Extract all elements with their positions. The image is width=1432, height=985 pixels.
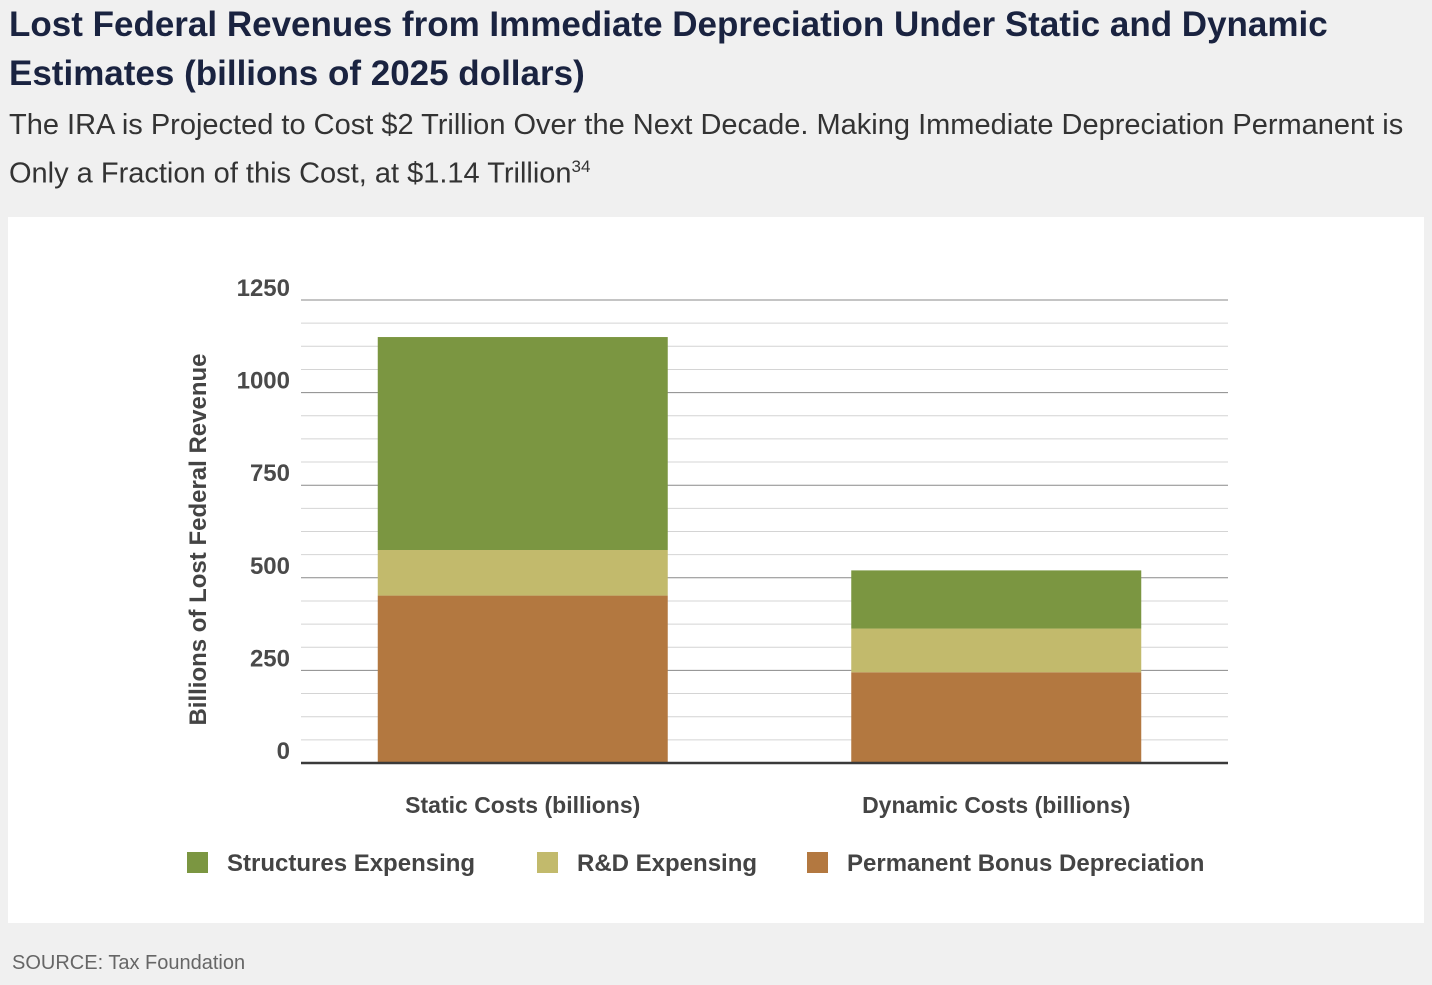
source-note: SOURCE: Tax Foundation [12,952,246,974]
bar-segment [377,550,668,596]
bar-segment [851,672,1142,763]
bar-segment [377,337,668,551]
bar-segment [377,595,668,763]
y-tick-label: 1000 [237,368,290,395]
stacked-bar-chart: 0 250 500 750 1000 1250 Static Costs (billions… [185,275,1228,877]
legend-swatch [537,852,558,873]
y-tick-label: 750 [250,460,290,487]
axis-layer: 0 250 500 750 1000 1250 Static Costs (billions… [185,275,1228,818]
chart-subtitle: The IRA is Projected to Cost $2 Trillion… [9,104,1409,195]
chart-title: Lost Federal Revenues from Immediate Dep… [9,5,1328,93]
legend-label: Permanent Bonus Depreciation [847,850,1204,877]
y-tick-label: 1250 [237,275,290,302]
y-tick-label: 0 [277,738,290,765]
legend-layer: Structures Expensing R&D Expensing Permane… [187,850,1204,877]
legend-swatch [187,852,208,873]
legend-label: Structures Expensing [227,850,475,877]
chart-card: 0 250 500 750 1000 1250 Static Costs (billions… [8,217,1424,923]
bar-segment [851,570,1142,629]
legend-swatch [807,852,828,873]
x-category-label: Static Costs (billions) [405,792,640,818]
legend-label: R&D Expensing [577,850,757,877]
bar-segment [851,628,1142,673]
x-category-label: Dynamic Costs (billions) [862,792,1130,818]
chart-subtitle-text: The IRA is Projected to Cost $2 Trillion… [9,109,1404,190]
bars-layer [377,337,1142,763]
y-axis-title: Billions of Lost Federal Revenue [185,353,212,725]
footnote-reference: 34 [571,157,591,176]
y-tick-label: 250 [250,645,290,672]
y-tick-label: 500 [250,553,290,580]
